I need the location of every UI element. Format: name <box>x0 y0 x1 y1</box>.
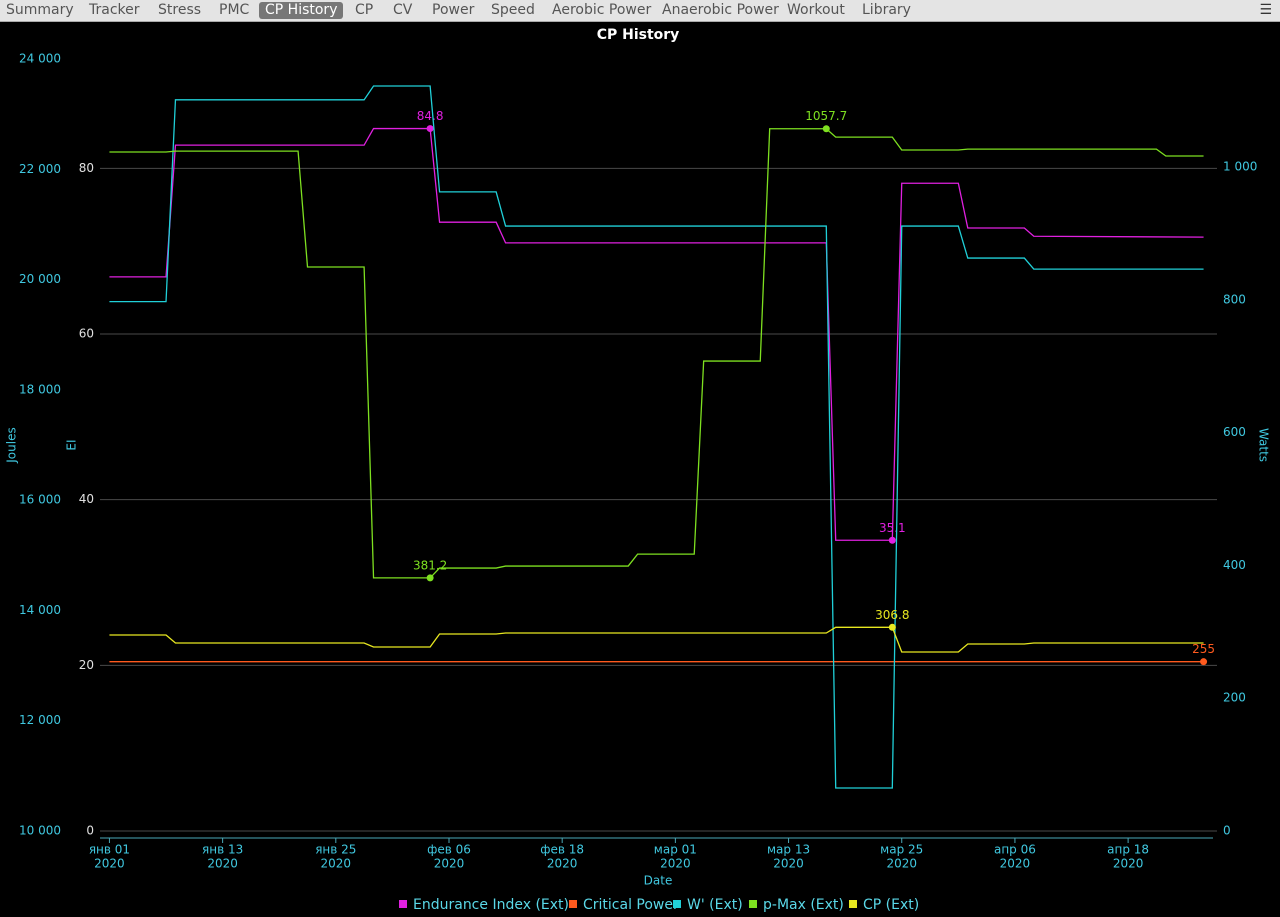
tab[interactable]: Summary <box>6 2 74 18</box>
point-marker <box>1200 658 1208 666</box>
legend-label: W' (Ext) <box>687 897 743 913</box>
tab[interactable]: CP <box>355 2 374 18</box>
y2-tick-label: 200 <box>1223 691 1246 705</box>
tab[interactable]: Stress <box>158 2 202 18</box>
y3-axis-title: EI <box>65 439 79 450</box>
y-tick-label: 16 000 <box>19 493 61 507</box>
x-tick-label: янв 01 <box>89 843 130 857</box>
point-marker <box>426 574 434 582</box>
y3-tick-label: 40 <box>79 492 94 506</box>
legend-swatch <box>673 900 681 908</box>
tab[interactable]: PMC <box>219 2 250 18</box>
x-tick-label: фев 18 <box>540 843 584 857</box>
y-tick-label: 24 000 <box>19 52 61 66</box>
y-tick-label: 12 000 <box>19 713 61 727</box>
data-label: 306.8 <box>875 608 909 622</box>
point-marker <box>822 125 830 133</box>
x-tick-year: 2020 <box>886 857 917 871</box>
y-tick-label: 22 000 <box>19 162 61 176</box>
tab[interactable]: Aerobic Power <box>552 2 652 18</box>
point-marker <box>426 125 434 133</box>
y3-tick-label: 20 <box>79 658 94 672</box>
y2-tick-label: 1 000 <box>1223 160 1257 174</box>
y2-tick-label: 800 <box>1223 292 1246 306</box>
legend-swatch <box>569 900 577 908</box>
x-tick-label: янв 25 <box>315 843 356 857</box>
x-tick-label: фев 06 <box>427 843 471 857</box>
data-label: 255 <box>1192 642 1215 656</box>
tab[interactable]: Tracker <box>89 2 140 18</box>
data-label: 35.1 <box>879 521 906 535</box>
x-tick-label: мар 13 <box>767 843 810 857</box>
series-line <box>109 127 1204 541</box>
legend-swatch <box>749 900 757 908</box>
x-tick-label: мар 01 <box>654 843 697 857</box>
legend-swatch <box>399 900 407 908</box>
series-line <box>109 85 1204 789</box>
tab[interactable]: CP History <box>259 2 344 19</box>
y-tick-label: 18 000 <box>19 382 61 396</box>
y-tick-label: 20 000 <box>19 272 61 286</box>
data-label: 84.8 <box>417 109 444 123</box>
tab[interactable]: Anaerobic Power <box>662 2 779 18</box>
x-tick-year: 2020 <box>773 857 804 871</box>
y3-tick-label: 0 <box>86 824 94 838</box>
x-tick-year: 2020 <box>1000 857 1031 871</box>
x-tick-year: 2020 <box>207 857 238 871</box>
tab-bar: Summary Tracker Stress PMC CP History CP… <box>0 0 1280 22</box>
x-tick-label: янв 13 <box>202 843 243 857</box>
y3-tick-label: 80 <box>79 161 94 175</box>
x-tick-year: 2020 <box>1113 857 1144 871</box>
tab[interactable]: CV <box>393 2 413 18</box>
x-tick-label: мар 25 <box>880 843 923 857</box>
x-tick-year: 2020 <box>321 857 352 871</box>
y3-tick-label: 60 <box>79 327 94 341</box>
x-tick-year: 2020 <box>94 857 125 871</box>
x-tick-label: апр 06 <box>994 843 1036 857</box>
point-marker <box>888 623 896 631</box>
tab[interactable]: Library <box>862 2 911 18</box>
x-axis-title: Date <box>644 874 673 888</box>
y2-tick-label: 400 <box>1223 558 1246 572</box>
tab[interactable]: Speed <box>491 2 535 18</box>
y2-tick-label: 600 <box>1223 425 1246 439</box>
legend-swatch <box>849 900 857 908</box>
menu-icon[interactable]: ☰ <box>1259 2 1272 18</box>
x-tick-year: 2020 <box>434 857 465 871</box>
tab[interactable]: Power <box>432 2 475 18</box>
y-tick-label: 10 000 <box>19 824 61 838</box>
chart-title: CP History <box>597 27 680 43</box>
point-marker <box>888 536 896 544</box>
data-label: 381.2 <box>413 558 447 572</box>
y2-tick-label: 0 <box>1223 824 1231 838</box>
series-line <box>109 626 1204 653</box>
x-tick-year: 2020 <box>547 857 578 871</box>
x-tick-label: апр 18 <box>1107 843 1149 857</box>
series-line <box>109 128 1204 579</box>
legend-label: CP (Ext) <box>863 897 919 913</box>
legend-label: Critical Power <box>583 897 679 913</box>
legend-label: p-Max (Ext) <box>763 897 844 913</box>
y-tick-label: 14 000 <box>19 603 61 617</box>
tab[interactable]: Workout <box>787 2 845 18</box>
data-label: 1057.7 <box>805 109 847 123</box>
y2-axis-title: Watts <box>1257 428 1271 462</box>
x-tick-year: 2020 <box>660 857 691 871</box>
legend-label: Endurance Index (Ext) <box>413 897 569 913</box>
y-axis-title: Joules <box>5 427 19 463</box>
